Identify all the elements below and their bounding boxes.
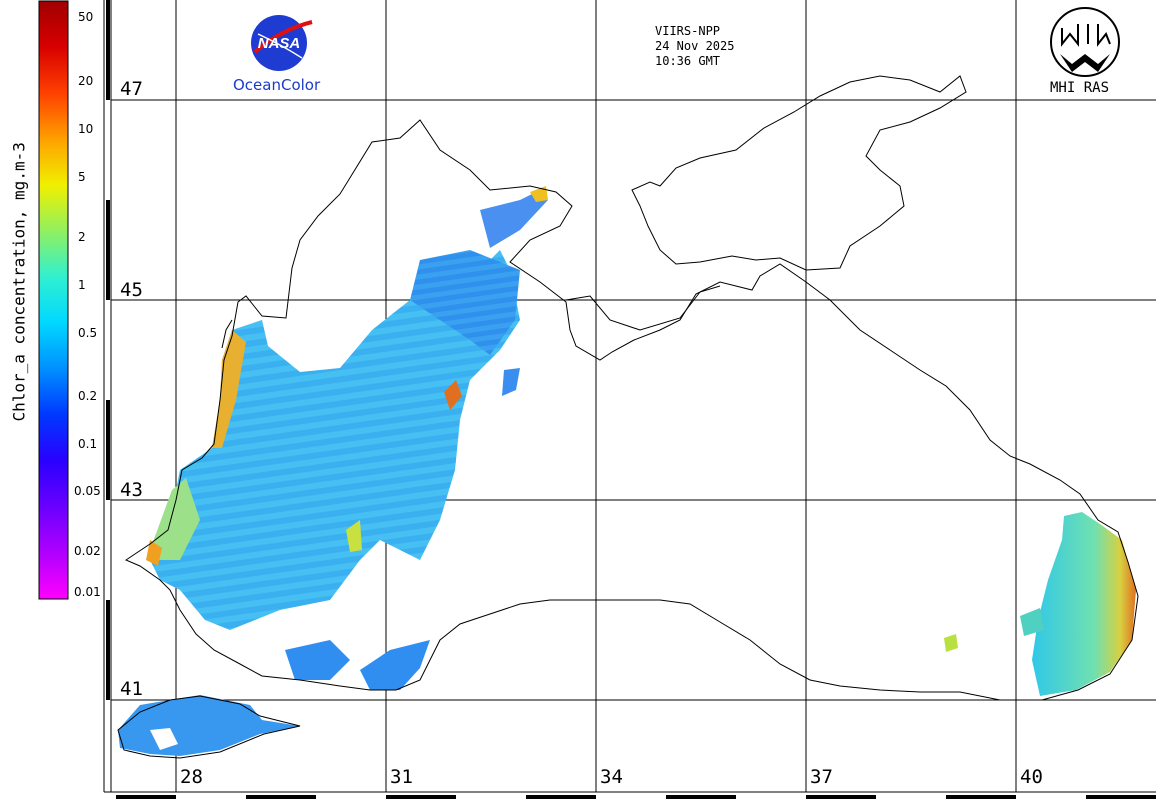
left-ruler [103, 0, 112, 792]
sensor-name: VIIRS-NPP [655, 24, 721, 38]
colorbar-tick: 1 [78, 278, 86, 292]
chlorophyll-west [146, 186, 548, 690]
nasa-badge-text: NASA [258, 35, 301, 52]
coastline [117, 75, 1139, 759]
longitude-label: 31 [390, 766, 413, 788]
colorbar [38, 0, 69, 600]
oceancolor-wordmark: OceanColor [233, 76, 321, 94]
latitude-label: 45 [120, 279, 143, 301]
latitude-label: 43 [120, 479, 143, 501]
colorbar-tick: 0.05 [74, 484, 101, 498]
mhi-wordmark: MHI RAS [1050, 80, 1110, 96]
longitude-label: 28 [180, 766, 203, 788]
longitude-label: 37 [810, 766, 833, 788]
colorbar-tick: 0.01 [74, 585, 101, 599]
nasa-badge: NASA [258, 35, 301, 52]
chlorophyll-marmara [118, 695, 300, 756]
colorbar-tick: 0.1 [78, 437, 98, 451]
acquisition-info: VIIRS-NPP 24 Nov 2025 10:36 GMT [655, 24, 734, 69]
bottom-ruler [104, 791, 1156, 799]
colorbar-tick: 0.2 [78, 389, 98, 403]
colorbar-tick: 5 [78, 170, 86, 184]
acquisition-date: 24 Nov 2025 [655, 39, 735, 53]
colorbar-tick: 10 [78, 122, 94, 136]
longitude-label: 34 [600, 766, 623, 788]
mhi-logo [1050, 7, 1120, 77]
longitude-label: 40 [1020, 766, 1043, 788]
latitude-label: 47 [120, 78, 143, 100]
colorbar-tick: 50 [78, 10, 94, 24]
nasa-logo [251, 15, 313, 71]
chlorophyll-east [944, 512, 1136, 696]
colorbar-tick: 0.02 [74, 544, 101, 558]
acquisition-time: 10:36 GMT [655, 54, 721, 68]
colorbar-tick: 0.5 [78, 326, 98, 340]
colorbar-title: Chlor_a concentration, mg.m-3 [9, 142, 29, 422]
colorbar-tick: 2 [78, 230, 86, 244]
colorbar-tick: 20 [78, 74, 94, 88]
latitude-label: 41 [120, 678, 143, 700]
